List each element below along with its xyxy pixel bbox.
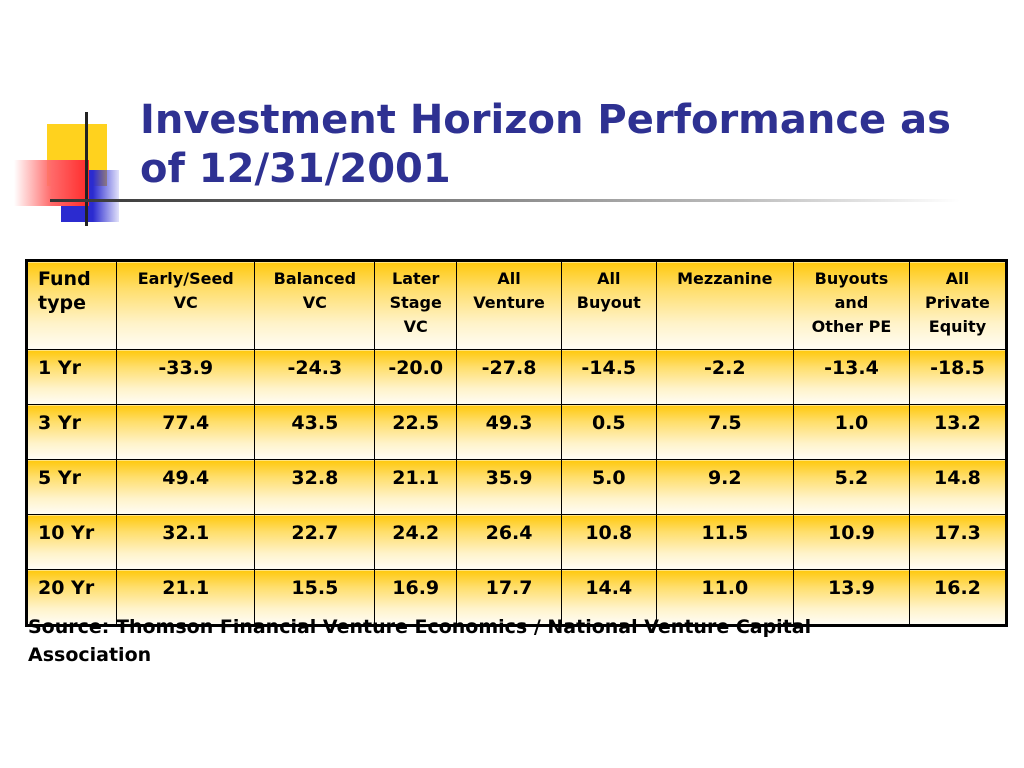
- column-header: All Venture: [456, 260, 562, 350]
- title-underline: [50, 199, 960, 202]
- table-cell: 17.3: [908, 514, 1008, 570]
- table-cell: 24.2: [374, 514, 458, 570]
- table-cell: 14.4: [560, 569, 657, 626]
- column-header-line: Venture: [473, 293, 545, 312]
- column-header-line: and: [834, 293, 869, 312]
- performance-table: Fund type Early/Seed VC Balanced VC Late…: [25, 259, 1008, 627]
- table-cell: 16.9: [374, 569, 458, 626]
- column-header: Later Stage VC: [374, 260, 458, 350]
- column-header-line: type: [38, 292, 86, 314]
- table-cell: 49.4: [115, 459, 256, 515]
- source-note: Source: Thomson Financial Venture Econom…: [28, 616, 812, 666]
- column-header: Mezzanine: [655, 260, 795, 350]
- column-header-line: VC: [302, 293, 327, 312]
- column-header-line: Private: [925, 293, 990, 312]
- table-cell: 16.2: [908, 569, 1008, 626]
- table-cell: 17.7: [456, 569, 562, 626]
- table-row: 5 Yr 49.4 32.8 21.1 35.9 5.0 9.2 5.2 14.…: [26, 459, 1008, 515]
- column-header-line: All: [945, 269, 970, 288]
- table-row: 10 Yr 32.1 22.7 24.2 26.4 10.8 11.5 10.9…: [26, 514, 1008, 570]
- column-header: Fund type: [26, 260, 117, 350]
- column-header-line: Mezzanine: [677, 269, 773, 288]
- row-label: 10 Yr: [26, 514, 117, 570]
- table-cell: -20.0: [374, 349, 458, 405]
- column-header-line: All: [497, 269, 521, 288]
- table-cell: 5.0: [560, 459, 657, 515]
- column-header-line: VC: [403, 317, 428, 336]
- table-row: 1 Yr -33.9 -24.3 -20.0 -27.8 -14.5 -2.2 …: [26, 349, 1008, 405]
- table-cell: 11.0: [655, 569, 795, 626]
- decor-red-square: [14, 160, 89, 206]
- table-cell: 15.5: [254, 569, 376, 626]
- table-cell: 13.9: [793, 569, 910, 626]
- column-header-line: Equity: [928, 317, 987, 336]
- decor-vertical-line: [85, 112, 88, 226]
- table-cell: 77.4: [115, 404, 256, 460]
- table-cell: 22.5: [374, 404, 458, 460]
- column-header-line: All: [597, 269, 621, 288]
- table-cell: 49.3: [456, 404, 562, 460]
- table-cell: 10.9: [793, 514, 910, 570]
- table-cell: 32.1: [115, 514, 256, 570]
- table-cell: -14.5: [560, 349, 657, 405]
- table-cell: 11.5: [655, 514, 795, 570]
- table-cell: 22.7: [254, 514, 376, 570]
- column-header: Buyouts and Other PE: [793, 260, 910, 350]
- column-header: Early/Seed VC: [115, 260, 256, 350]
- column-header-line: Stage: [389, 293, 442, 312]
- table-cell: 7.5: [655, 404, 795, 460]
- table-cell: -24.3: [254, 349, 376, 405]
- table-cell: 5.2: [793, 459, 910, 515]
- column-header: All Private Equity: [908, 260, 1008, 350]
- row-label: 3 Yr: [26, 404, 117, 460]
- table-cell: -13.4: [793, 349, 910, 405]
- column-header-line: Later: [392, 269, 440, 288]
- table-cell: 9.2: [655, 459, 795, 515]
- column-header-line: Buyouts: [814, 269, 889, 288]
- table-cell: 21.1: [374, 459, 458, 515]
- table-header-row: Fund type Early/Seed VC Balanced VC Late…: [26, 260, 1008, 350]
- table-cell: 13.2: [908, 404, 1008, 460]
- column-header-line: VC: [173, 293, 198, 312]
- table-cell: 35.9: [456, 459, 562, 515]
- table-cell: -18.5: [908, 349, 1008, 405]
- column-header-line: Buyout: [576, 293, 641, 312]
- table-row: 20 Yr 21.1 15.5 16.9 17.7 14.4 11.0 13.9…: [26, 569, 1008, 626]
- table-cell: 26.4: [456, 514, 562, 570]
- table-cell: 32.8: [254, 459, 376, 515]
- column-header-line: Fund: [38, 268, 91, 290]
- slide-title: Investment Horizon Performance as of 12/…: [140, 97, 951, 192]
- row-label: 5 Yr: [26, 459, 117, 515]
- table-row: 3 Yr 77.4 43.5 22.5 49.3 0.5 7.5 1.0 13.…: [26, 404, 1008, 460]
- table-cell: 10.8: [560, 514, 657, 570]
- column-header: Balanced VC: [254, 260, 376, 350]
- table-cell: 0.5: [560, 404, 657, 460]
- column-header-line: Early/Seed: [137, 269, 234, 288]
- table-cell: 14.8: [908, 459, 1008, 515]
- table-cell: 43.5: [254, 404, 376, 460]
- column-header: All Buyout: [560, 260, 657, 350]
- table-cell: -2.2: [655, 349, 795, 405]
- column-header-line: Other PE: [811, 317, 892, 336]
- row-label: 1 Yr: [26, 349, 117, 405]
- table-cell: -27.8: [456, 349, 562, 405]
- table-cell: 1.0: [793, 404, 910, 460]
- table-cell: -33.9: [115, 349, 256, 405]
- column-header-line: Balanced: [273, 269, 357, 288]
- table-cell: 21.1: [115, 569, 256, 626]
